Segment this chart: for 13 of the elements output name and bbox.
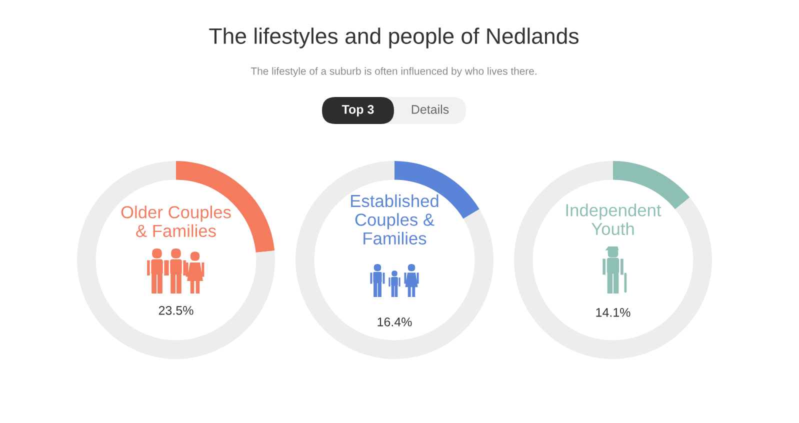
slice-label: Established Couples & Families: [351, 194, 438, 245]
text: The lifestyles and people of Nedlands: [209, 28, 579, 48]
text: 23.5%: [158, 306, 194, 315]
donut-slice: [514, 161, 712, 359]
slice-label: Older Couples & Families: [121, 206, 231, 238]
text: 14.1%: [596, 308, 630, 317]
donut-slice: [77, 161, 275, 359]
text: The lifestyle of a suburb is often influenced by who lives there.: [250, 67, 536, 77]
text: Top 3: [342, 105, 374, 116]
text: Details: [412, 104, 449, 114]
slice-label: Independent Youth: [566, 204, 662, 236]
text: 16.4%: [378, 318, 412, 326]
donut-slice: [296, 161, 494, 359]
